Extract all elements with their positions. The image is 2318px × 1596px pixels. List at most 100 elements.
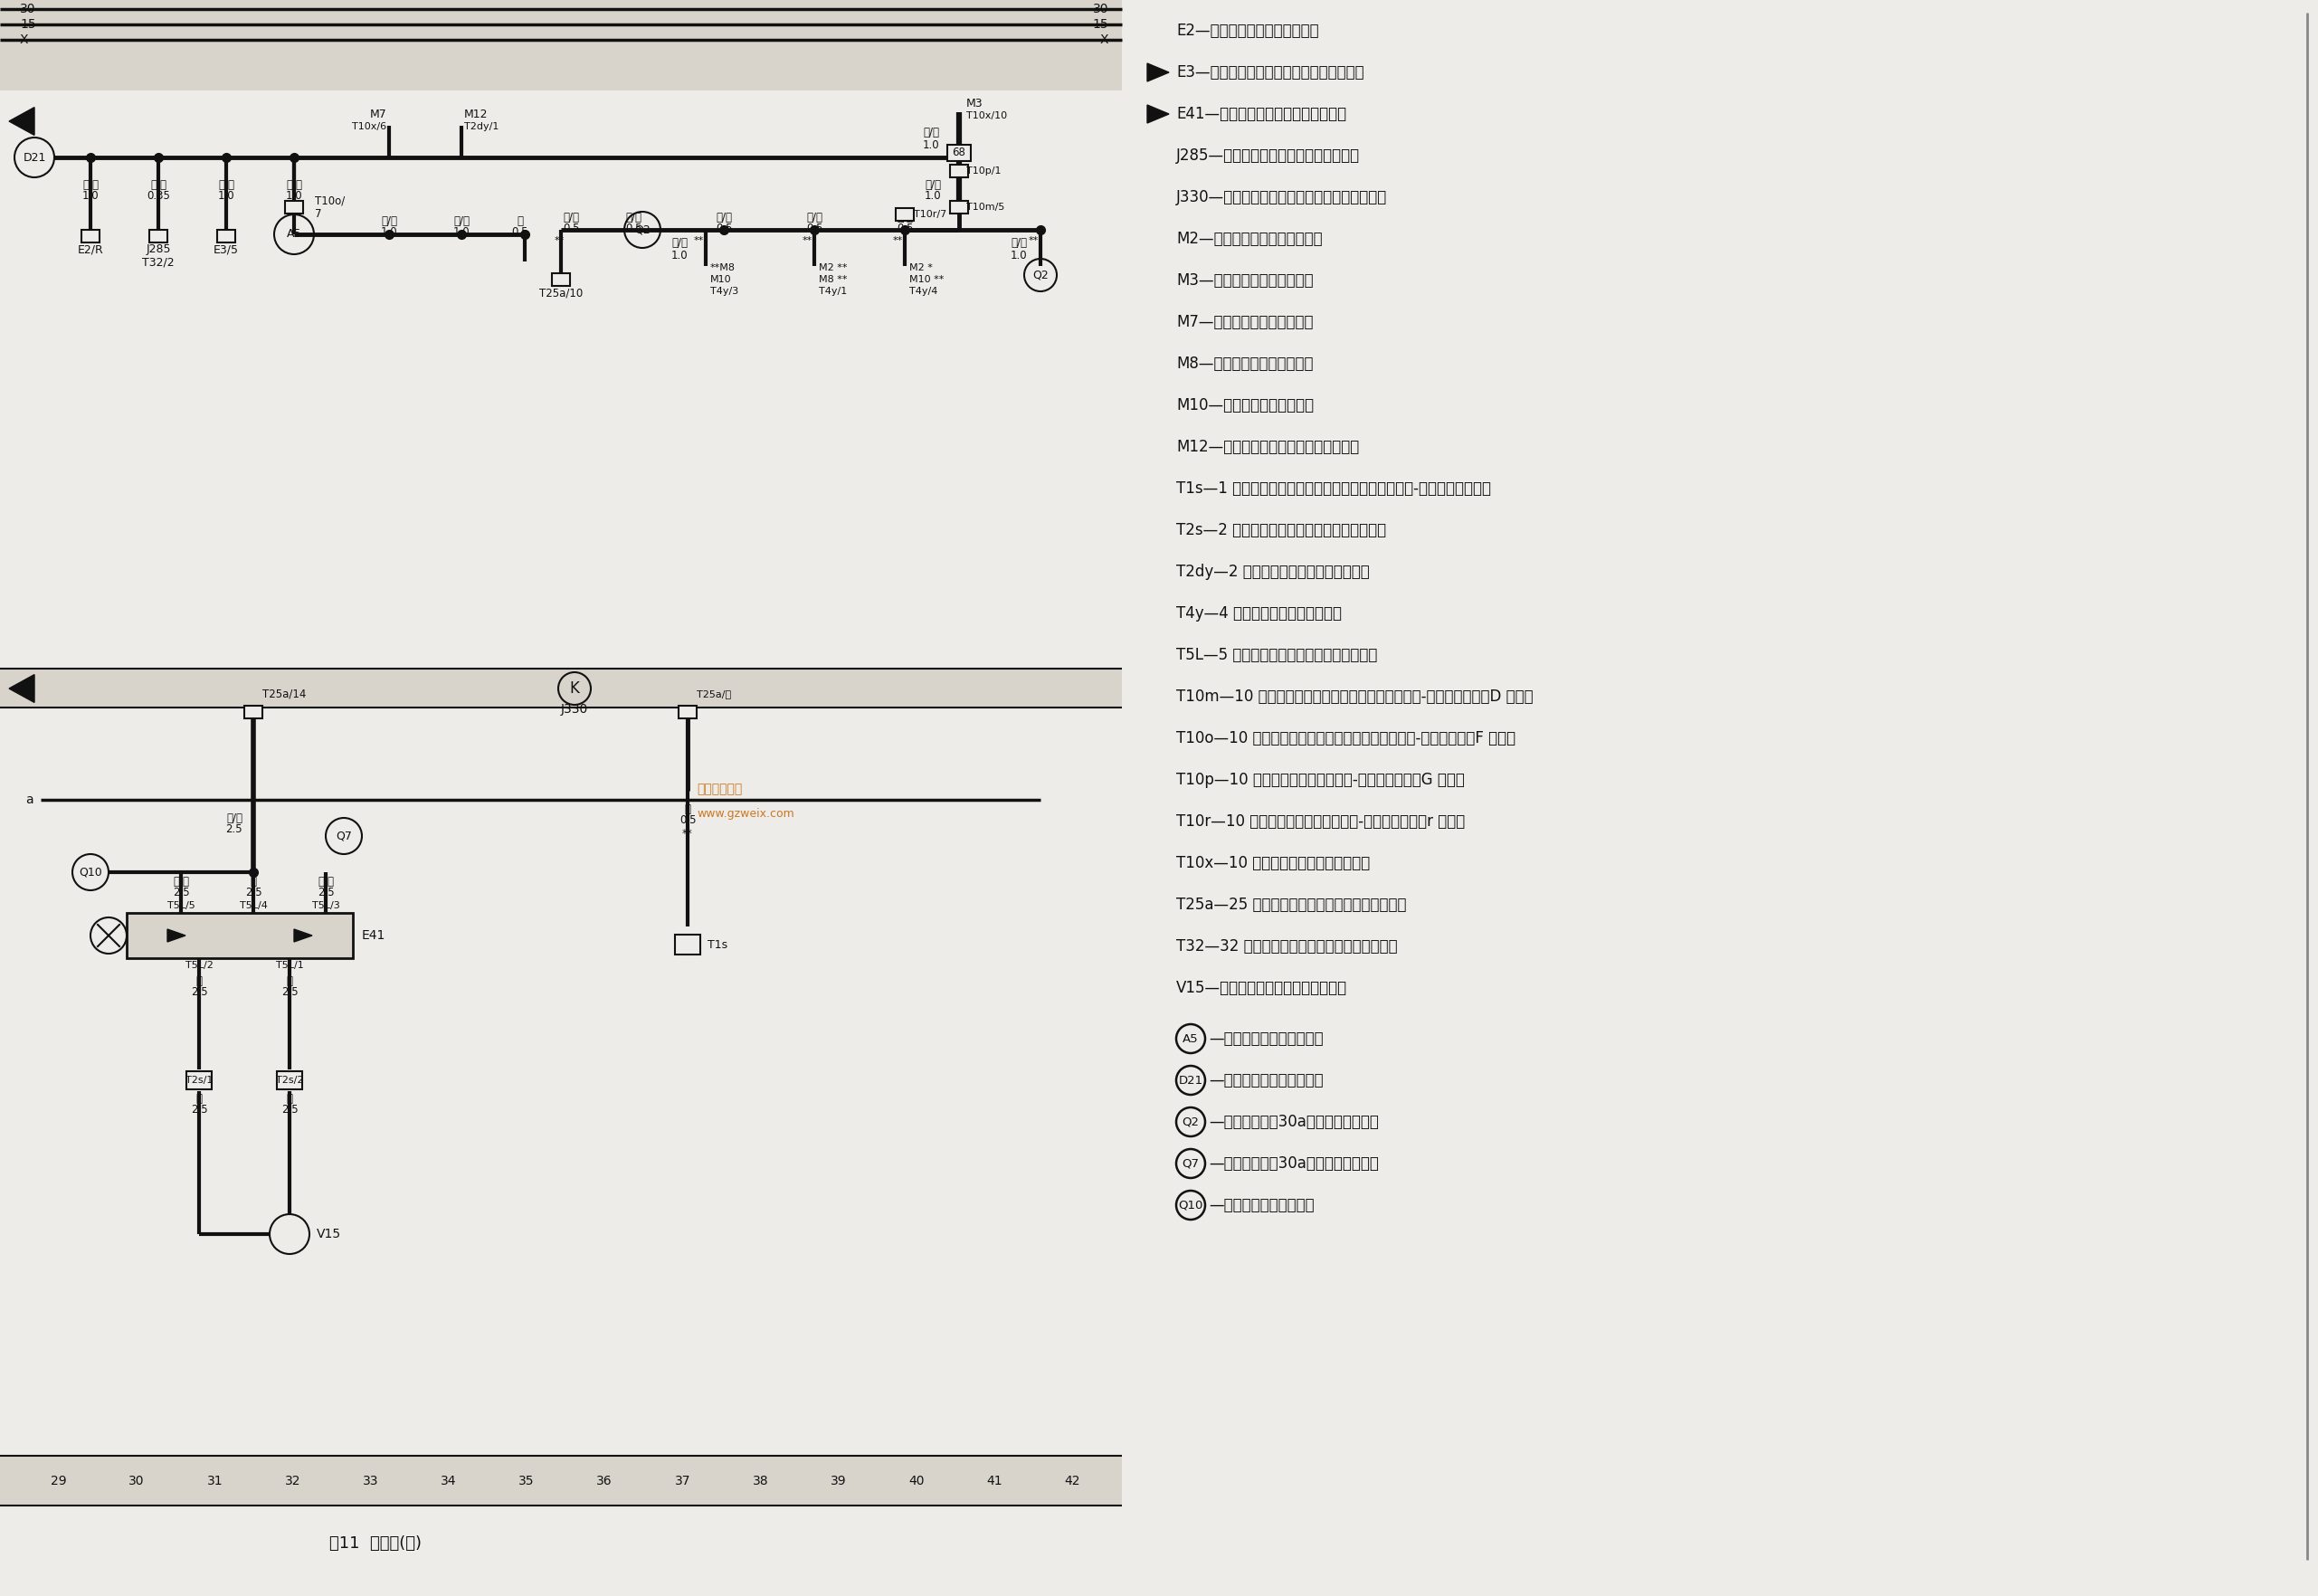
Polygon shape [1147, 64, 1168, 81]
Text: Q7: Q7 [336, 830, 352, 841]
Text: **: ** [1029, 236, 1038, 246]
Text: M12: M12 [464, 109, 489, 120]
Text: X: X [21, 34, 28, 46]
Text: **M8: **M8 [709, 263, 735, 273]
Polygon shape [167, 929, 185, 942]
Text: 40: 40 [909, 1475, 925, 1487]
Text: 2.5: 2.5 [246, 887, 262, 899]
Text: T1s—1 针插头，无色透明，（遥控编程线）在继电器-熔丝支架下方左侧: T1s—1 针插头，无色透明，（遥控编程线）在继电器-熔丝支架下方左侧 [1175, 480, 1490, 496]
Bar [0, 669, 1122, 707]
Text: **: ** [554, 236, 563, 246]
Text: M2—右侧尾灯灯泡，在右尾灯内: M2—右侧尾灯灯泡，在右尾灯内 [1175, 231, 1324, 247]
Text: T5L—5 针插头，红色，右前摇窗机开关插头: T5L—5 针插头，红色，右前摇窗机开关插头 [1175, 646, 1377, 664]
Polygon shape [9, 675, 35, 702]
Bar [895, 207, 913, 220]
Text: 0.5: 0.5 [626, 223, 642, 235]
Text: 1.0: 1.0 [285, 190, 301, 203]
Text: **: ** [681, 827, 693, 839]
Text: 1.0: 1.0 [380, 227, 396, 238]
Text: —连接线，在发动机线束内: —连接线，在发动机线束内 [1208, 1031, 1324, 1047]
Text: 0.5: 0.5 [897, 223, 913, 235]
Text: V15—右前摇窗机电动机，在右前门内: V15—右前摇窗机电动机，在右前门内 [1175, 980, 1347, 996]
Text: T10m—10 针插头，黑色，在仪表板左侧下方继电器-熔丝支架顶部（D 号位）: T10m—10 针插头，黑色，在仪表板左侧下方继电器-熔丝支架顶部（D 号位） [1175, 688, 1532, 705]
Text: 39: 39 [830, 1475, 846, 1487]
Text: 棕/白: 棕/白 [318, 875, 334, 887]
Text: M10: M10 [709, 275, 732, 284]
Text: 灰/红: 灰/红 [923, 126, 939, 137]
Text: 2.5: 2.5 [225, 824, 243, 836]
Text: M2 *: M2 * [909, 263, 932, 273]
Text: a: a [25, 793, 32, 806]
Text: 黑/绿: 黑/绿 [563, 211, 580, 223]
Text: 佰通维修下载: 佰通维修下载 [698, 782, 742, 795]
Text: 黑/绿: 黑/绿 [626, 211, 642, 223]
Text: 38: 38 [753, 1475, 767, 1487]
Text: M8—右后转向灯，在右尾灯旁: M8—右后转向灯，在右尾灯旁 [1175, 356, 1314, 372]
Text: 30: 30 [21, 3, 35, 16]
Text: T5L/5: T5L/5 [167, 902, 195, 910]
Text: Q2: Q2 [1182, 1116, 1198, 1128]
Text: 棕/白: 棕/白 [174, 875, 190, 887]
Text: T4y/1: T4y/1 [818, 287, 846, 295]
Text: Q7: Q7 [1182, 1157, 1198, 1170]
Text: E2/R: E2/R [76, 244, 104, 255]
Text: 37: 37 [675, 1475, 691, 1487]
Text: 2.5: 2.5 [280, 1104, 299, 1116]
Text: 36: 36 [596, 1475, 612, 1487]
Text: 红: 红 [197, 1093, 202, 1104]
Text: 32: 32 [285, 1475, 301, 1487]
Text: T10r/7: T10r/7 [913, 211, 946, 219]
Text: 2.5: 2.5 [280, 986, 299, 999]
Text: T2dy/1: T2dy/1 [464, 123, 498, 131]
Text: 2.5: 2.5 [190, 986, 209, 999]
Text: 黑/绿: 黑/绿 [218, 179, 234, 190]
Circle shape [269, 1215, 308, 1254]
Bar [0, 0, 1122, 91]
Bar [675, 935, 700, 954]
Bar [950, 201, 969, 214]
Text: D21: D21 [1178, 1074, 1203, 1087]
Text: T10m/5: T10m/5 [967, 203, 1004, 212]
Text: E3/5: E3/5 [213, 244, 239, 255]
Text: 棕/白: 棕/白 [227, 812, 243, 824]
Bar [950, 164, 969, 177]
Text: M: M [283, 1227, 294, 1240]
Text: 35: 35 [519, 1475, 535, 1487]
Text: T25a/10: T25a/10 [540, 287, 582, 298]
Text: 黑/绿: 黑/绿 [380, 215, 396, 227]
Bar [243, 705, 262, 718]
Text: T10x/6: T10x/6 [352, 123, 387, 131]
Text: 黑/绿: 黑/绿 [925, 179, 941, 190]
Text: 棕: 棕 [287, 975, 292, 986]
Polygon shape [294, 929, 313, 942]
Text: J285—组合仪表控制单元，在仪表板左侧: J285—组合仪表控制单元，在仪表板左侧 [1175, 147, 1361, 164]
Bar [0, 1456, 1122, 1505]
Text: T10o/: T10o/ [315, 195, 345, 207]
Text: 29: 29 [51, 1475, 67, 1487]
Bar [948, 145, 971, 161]
Text: J285: J285 [146, 244, 172, 255]
Text: 绿: 绿 [517, 215, 524, 227]
Text: 红: 红 [250, 875, 257, 887]
Text: T4y/4: T4y/4 [909, 287, 939, 295]
Text: T2s/1: T2s/1 [185, 1076, 213, 1085]
Text: M8 **: M8 ** [818, 275, 848, 284]
Text: T1s: T1s [707, 938, 728, 951]
Text: M3—右停车灯、在右侧大灯内: M3—右停车灯、在右侧大灯内 [1175, 273, 1314, 289]
Text: 1.0: 1.0 [670, 249, 688, 262]
Text: 41: 41 [985, 1475, 1001, 1487]
Text: 棕: 棕 [287, 1093, 292, 1104]
Text: 红/黑: 红/黑 [672, 238, 688, 249]
Text: T5L/1: T5L/1 [276, 961, 304, 970]
Text: **: ** [802, 236, 814, 246]
Text: V15: V15 [318, 1227, 341, 1240]
Text: 黑/绿: 黑/绿 [716, 211, 732, 223]
Text: T25a/14: T25a/14 [262, 688, 306, 699]
Polygon shape [1147, 105, 1168, 123]
Text: 30: 30 [1092, 3, 1108, 16]
Text: M7—右前转向灯，在右大灯旁: M7—右前转向灯，在右大灯旁 [1175, 314, 1314, 330]
Text: T10r—10 针插头，粉红色，在继电器-熔丝支架顶部（r 号位）: T10r—10 针插头，粉红色，在继电器-熔丝支架顶部（r 号位） [1175, 814, 1465, 830]
Text: M3: M3 [967, 97, 983, 109]
Text: 黑/绿: 黑/绿 [454, 215, 471, 227]
Text: 灰/红: 灰/红 [897, 211, 913, 223]
